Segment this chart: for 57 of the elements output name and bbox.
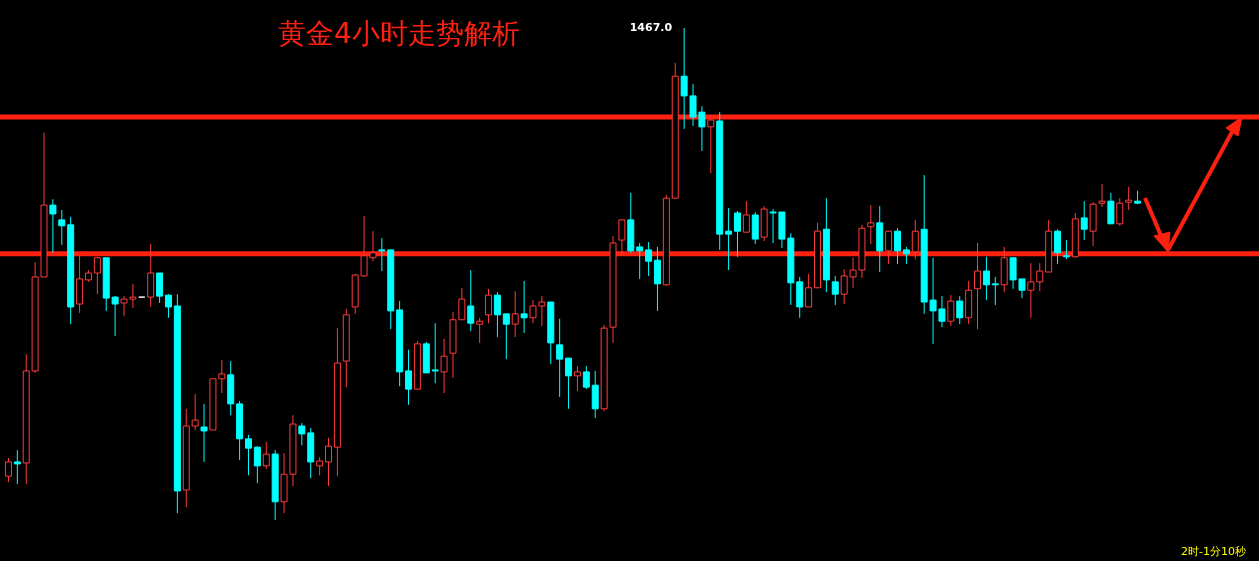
- candlestick: [164, 293, 172, 319]
- candlestick: [244, 434, 252, 476]
- candlestick: [1080, 200, 1088, 241]
- candlestick: [733, 210, 741, 258]
- annotation: 1467.0: [629, 21, 673, 34]
- candlestick: [911, 219, 919, 260]
- candlestick: [253, 445, 261, 484]
- candlestick: [805, 273, 813, 308]
- candlestick: [262, 441, 270, 470]
- candlestick: [1107, 192, 1115, 225]
- candlestick: [476, 317, 484, 344]
- candlestick: [156, 272, 164, 304]
- candlestick: [618, 219, 626, 257]
- text: 2时-1分10秒: [1181, 545, 1246, 558]
- candlestick: [982, 256, 990, 301]
- candlestick: [1125, 186, 1133, 211]
- candlestick: [502, 313, 510, 360]
- chart-title: 黄金4小时走势解析: [278, 17, 520, 50]
- candlestick: [974, 242, 982, 330]
- candlestick: [405, 349, 413, 406]
- candlestick: [742, 200, 750, 233]
- candlestick: [867, 204, 875, 245]
- candlestick: [1062, 239, 1070, 260]
- candlestick: [298, 422, 306, 446]
- candlestick: [653, 246, 661, 312]
- candlestick: [573, 365, 581, 392]
- candlestick: [485, 288, 493, 324]
- candlestick: [885, 230, 893, 265]
- candlestick: [316, 456, 324, 476]
- candlestick: [725, 207, 733, 271]
- candlestick: [200, 403, 208, 463]
- candlestick: [511, 290, 519, 338]
- candlestick: [947, 294, 955, 327]
- candlestick: [956, 295, 964, 325]
- candlestick: [520, 280, 528, 334]
- candlestick: [325, 437, 333, 487]
- candlestick: [13, 449, 21, 485]
- candlestick: [991, 276, 999, 306]
- candlestick: [467, 269, 475, 332]
- candlestick: [4, 457, 12, 483]
- candlestick: [556, 318, 564, 398]
- candlestick: [431, 322, 439, 384]
- candlestick: [1054, 228, 1062, 265]
- candlestick: [493, 291, 501, 338]
- candlestick: [591, 370, 599, 419]
- candlestick: [440, 338, 448, 394]
- candlestick: [894, 227, 902, 265]
- candlestick: [58, 209, 66, 246]
- candlestick: [645, 241, 653, 277]
- candlestick: [707, 114, 715, 174]
- candlestick: [636, 242, 644, 280]
- candlestick: [831, 275, 839, 306]
- candlestick: [49, 198, 57, 254]
- candlestick: [93, 256, 101, 295]
- candlestick: [1116, 197, 1124, 227]
- candlestick: [565, 357, 573, 410]
- candlestick: [582, 365, 590, 390]
